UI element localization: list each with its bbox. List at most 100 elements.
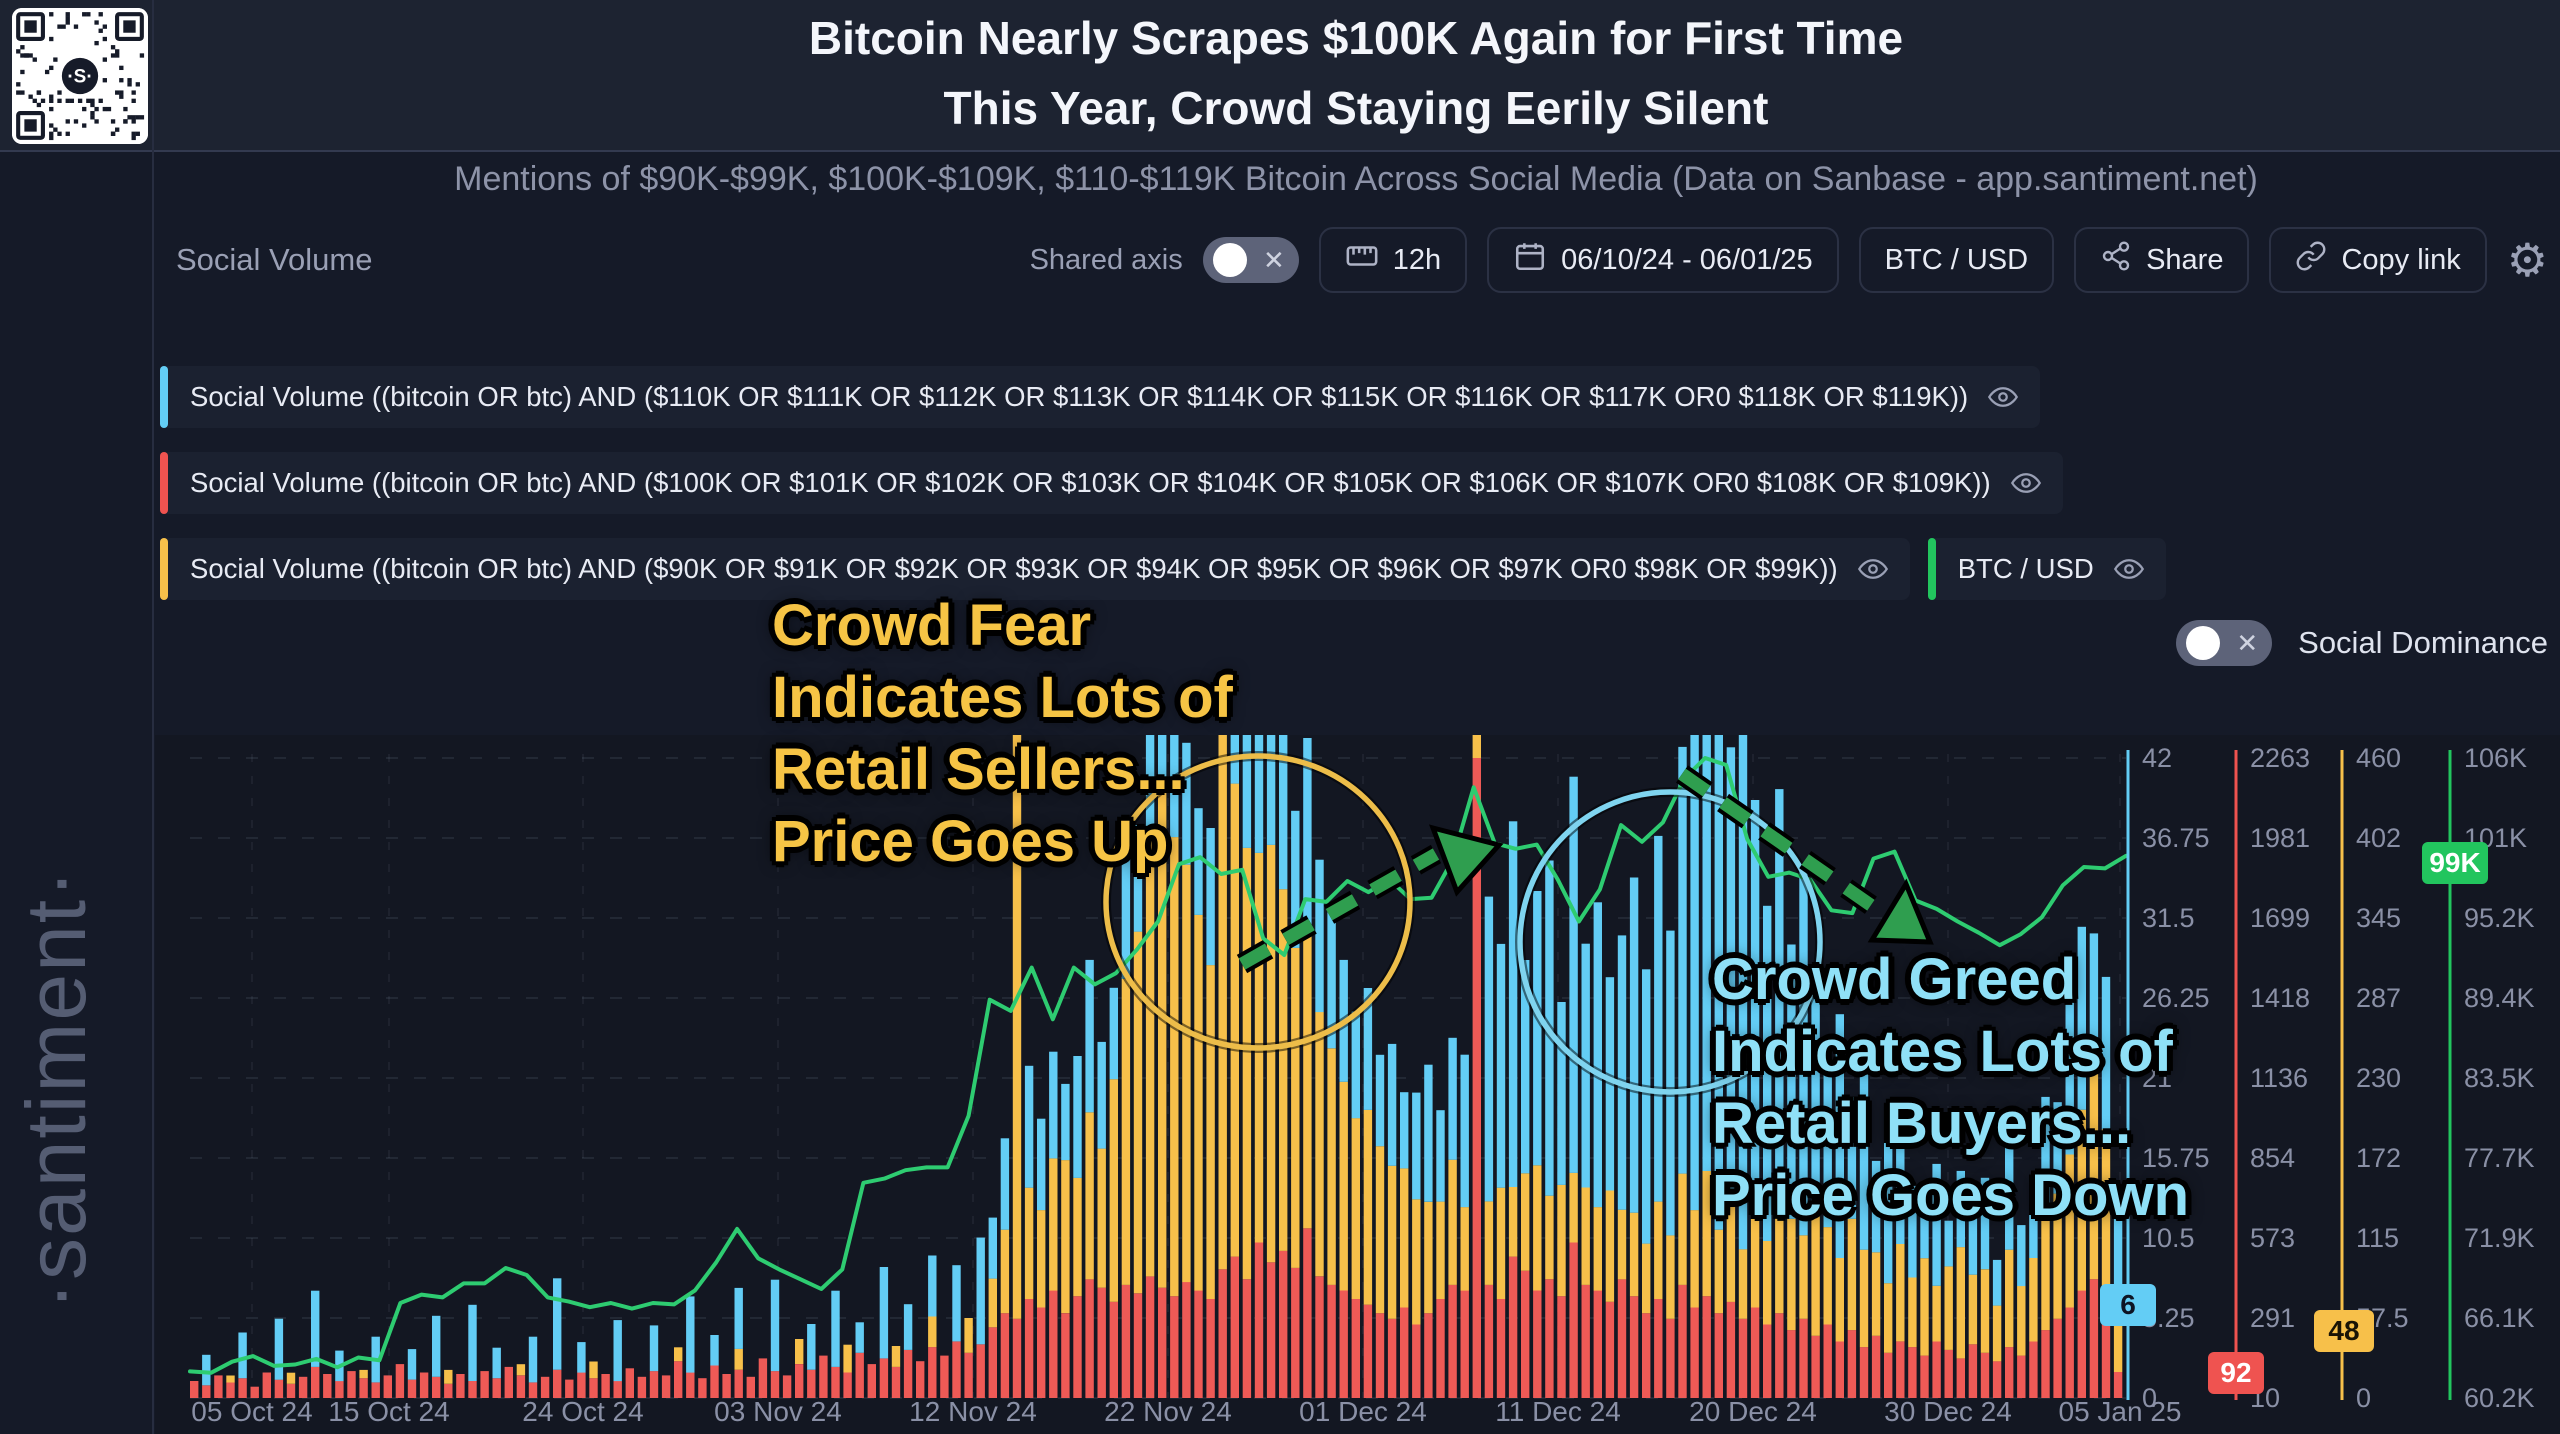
header-band: Bitcoin Nearly Scrapes $100K Again for F… [0,0,2560,152]
annotation-line: Price Goes Down [1712,1162,2190,1228]
metric-label: Social Volume [176,242,373,277]
x-axis-date: 15 Oct 24 [328,1396,449,1427]
x-axis-date: 22 Nov 24 [1104,1396,1232,1427]
axis-tick-label: 95.2K [2464,903,2535,933]
axis-tick-label: 0 [2142,1383,2157,1413]
share-button[interactable]: Share [2074,227,2250,293]
axis-tick-label: 1136 [2250,1063,2308,1093]
toggle-knob [2186,626,2221,660]
x-axis-labels: 05 Oct 24 15 Oct 24 24 Oct 24 03 Nov 24 12 N… [191,1396,2181,1427]
asset-pair-button[interactable]: BTC / USD [1858,227,2055,293]
annotation-line: Indicates Lots of [772,664,1233,730]
annotation-line: Indicates Lots of [1712,1018,2173,1084]
crowd-greed-circle [1517,789,1823,1095]
link-icon [2295,240,2327,280]
legend-text: Social Volume ((bitcoin OR btc) AND ($10… [190,467,1991,498]
legend-item-btc-usd[interactable]: BTC / USD [1927,538,2166,600]
axis-current-value: 48 [2328,1315,2359,1346]
legend-list: Social Volume ((bitcoin OR btc) AND ($11… [160,366,2166,600]
axis-tick-label: 106K [2464,743,2527,773]
axis-current-value: 6 [2120,1289,2136,1320]
legend-item-110k-119k[interactable]: Social Volume ((bitcoin OR btc) AND ($11… [160,366,2041,428]
axis-tick-label: 402 [2356,823,2401,853]
axis-tick-label: 1699 [2250,903,2310,933]
visibility-eye-icon[interactable] [1988,382,2019,412]
svg-text:·S·: ·S· [67,67,92,88]
axis-tick-label: 77.7K [2464,1143,2535,1173]
copy-link-button[interactable]: Copy link [2269,227,2487,293]
interval-icon [1345,239,1379,281]
x-axis-date: 11 Dec 24 [1495,1396,1621,1427]
page-title: Bitcoin Nearly Scrapes $100K Again for F… [152,4,2560,144]
x-axis-date: 05 Jan 25 [2059,1396,2182,1427]
axis-tick-label: 573 [2250,1223,2295,1253]
santiment-vertical-watermark: ·santiment· [9,867,103,1310]
shared-axis-toggle[interactable]: ✕ [1202,237,1299,283]
axis-tick-label: 291 [2250,1303,2295,1333]
legend-color-bar-red [160,452,168,514]
qr-code: ·S· [12,8,148,144]
title-line-2: This Year, Crowd Staying Eerily Silent [943,81,1769,134]
share-icon [2100,240,2132,280]
social-dominance-control: ✕ Social Dominance [2176,620,2548,666]
axis-tick-label: 115 [2356,1223,2399,1253]
annotation-shapes [1101,751,1934,1097]
x-axis-date: 05 Oct 24 [191,1396,312,1427]
chart-plot-area[interactable]: 4236.7531.526.252115.7510.55.25062263198… [155,735,2560,1434]
axis-tick-label: 0 [2356,1383,2371,1413]
axis-tick-label: 31.5 [2142,903,2195,933]
settings-gear-icon[interactable]: ⚙ [2506,234,2548,286]
toolbar: Social Volume Shared axis ✕ 12h 06/10/24… [176,224,2548,296]
axis-current-value: 99K [2429,847,2480,878]
axis-tick-label: 83.5K [2464,1063,2535,1093]
annotation-line: Crowd Fear [772,593,1092,658]
uptrend-dashed-arrow [1238,848,1440,970]
axis-tick-label: 66.1K [2464,1303,2535,1333]
axis-tick-label: 460 [2356,743,2401,773]
legend-item-100k-109k[interactable]: Social Volume ((bitcoin OR btc) AND ($10… [160,452,2063,514]
legend-color-bar-blue [160,366,168,428]
axis-tick-label: 345 [2356,903,2401,933]
copy-link-label: Copy link [2341,243,2461,276]
social-dominance-toggle[interactable]: ✕ [2176,620,2273,666]
visibility-eye-icon[interactable] [2113,554,2144,584]
toolbar-controls: Shared axis ✕ 12h 06/10/24 - 06/01/25 BT… [1030,227,2548,293]
axis-tick-label: 287 [2356,983,2401,1013]
calendar-icon [1513,239,1547,281]
social-dominance-label: Social Dominance [2298,625,2548,660]
share-label: Share [2146,243,2224,276]
visibility-eye-icon[interactable] [2010,468,2041,498]
axis-current-value-badge [2208,1352,2264,1394]
axis-tick-label: 15.75 [2142,1143,2210,1173]
axis-tick-label: 26.25 [2142,983,2210,1013]
annotation-line: Price Goes Up [772,808,1169,874]
chart-subtitle: Mentions of $90K-$99K, $100K-$109K, $110… [454,160,2258,198]
crowd-fear-annotation: Crowd Fear Indicates Lots of Retail Seller… [772,590,1233,878]
date-range-button[interactable]: 06/10/24 - 06/01/25 [1487,227,1839,293]
axis-tick-label: 60.2K [2464,1383,2535,1413]
interval-button[interactable]: 12h [1318,227,1468,293]
axis-current-value: 92 [2220,1357,2251,1388]
title-line-1: Bitcoin Nearly Scrapes $100K Again for F… [808,12,1904,64]
legend-item-90k-99k[interactable]: Social Volume ((bitcoin OR btc) AND ($90… [160,538,1910,600]
toggle-knob [1212,243,1247,277]
crowd-greed-annotation: Crowd Greed Indicates Lots of Retail Buyer… [1712,944,2189,1232]
toggle-off-x-icon: ✕ [1262,245,1285,275]
annotation-line: Retail Buyers... [1712,1090,2132,1156]
axis-tick-label: 21 [2142,1063,2172,1093]
axis-tick-label: 172 [2356,1143,2401,1173]
axis-tick-label: 2263 [2250,743,2310,773]
x-axis-date: 12 Nov 24 [909,1396,1037,1427]
legend-text: Social Volume ((bitcoin OR btc) AND ($90… [190,553,1838,584]
axis-tick-label: 42 [2142,743,2172,773]
shared-axis-label: Shared axis [1029,243,1183,276]
crowd-fear-circle [1103,753,1413,1051]
axis-current-value-badge [2422,842,2488,884]
x-axis-date: 30 Dec 24 [1884,1396,2012,1427]
visibility-eye-icon[interactable] [1857,554,1888,584]
x-axis-date: 20 Dec 24 [1689,1396,1817,1427]
uptrend-arrowhead [1428,824,1504,897]
